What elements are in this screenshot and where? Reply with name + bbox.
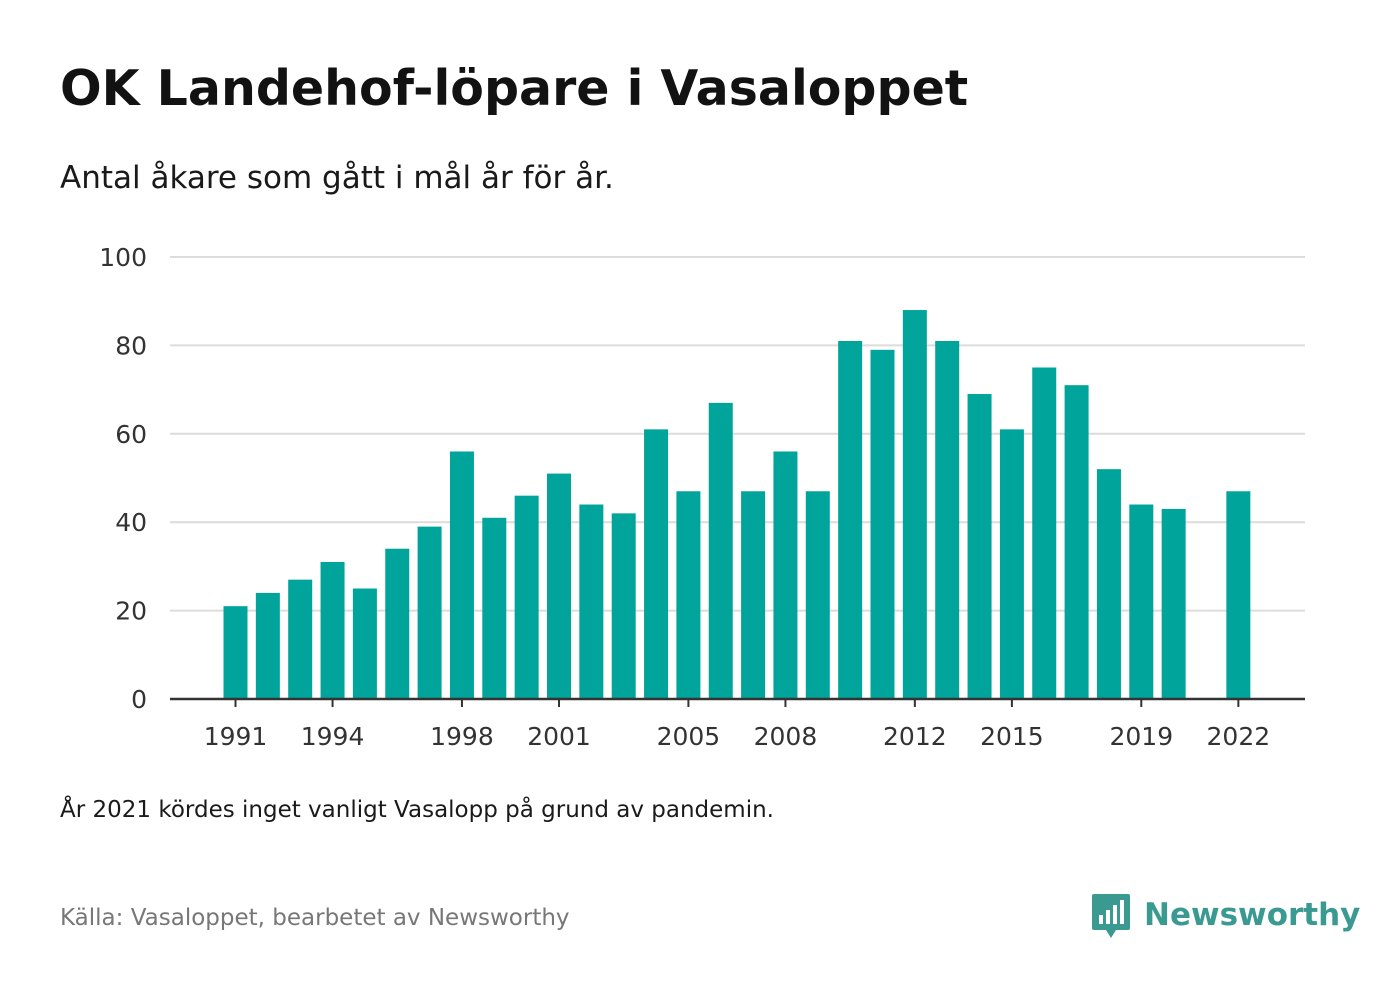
bar-2000 bbox=[514, 495, 539, 699]
bar-2002 bbox=[579, 504, 604, 699]
bar-2022 bbox=[1226, 491, 1251, 699]
bar-2008 bbox=[773, 451, 798, 699]
bar-1997 bbox=[417, 526, 442, 699]
bar-1995 bbox=[352, 588, 377, 699]
bar-2005 bbox=[676, 491, 701, 699]
x-tick-label: 1994 bbox=[301, 722, 365, 751]
chart-title: OK Landehof-löpare i Vasaloppet bbox=[60, 60, 969, 117]
bar-1994 bbox=[320, 561, 345, 699]
bar-2007 bbox=[741, 491, 766, 699]
bar-2004 bbox=[644, 429, 669, 699]
bar-2017 bbox=[1064, 385, 1089, 699]
bar-2006 bbox=[708, 402, 733, 699]
x-tick-label: 2001 bbox=[527, 722, 591, 751]
bar-2013 bbox=[935, 340, 960, 699]
brand-name: Newsworthy bbox=[1144, 897, 1361, 933]
bar-2010 bbox=[838, 340, 863, 699]
bar-1993 bbox=[288, 579, 313, 699]
bar-2001 bbox=[547, 473, 571, 699]
x-tick-label: 1998 bbox=[430, 722, 494, 751]
x-tick-label: 2008 bbox=[754, 722, 818, 751]
y-tick-label: 40 bbox=[115, 508, 147, 537]
x-tick-label: 2005 bbox=[657, 722, 721, 751]
y-tick-label: 100 bbox=[99, 243, 147, 272]
footnote: År 2021 kördes inget vanligt Vasalopp på… bbox=[60, 797, 774, 823]
bar-1992 bbox=[255, 592, 280, 699]
bar-2011 bbox=[870, 349, 895, 699]
bar-1998 bbox=[449, 451, 474, 699]
source-credit: Källa: Vasaloppet, bearbetet av Newswort… bbox=[60, 905, 570, 931]
y-tick-label: 20 bbox=[115, 597, 147, 626]
bar-chart: 0 20 40 60 80 100 1991 1994 1998 2001 2005 2008 2012… bbox=[99, 243, 1305, 751]
chart-subtitle: Antal åkare som gått i mål år för år. bbox=[60, 160, 614, 196]
bar-2016 bbox=[1032, 367, 1057, 699]
bar-1999 bbox=[482, 517, 507, 699]
brand-logo: Newsworthy bbox=[1090, 890, 1360, 940]
bar-2012 bbox=[902, 310, 927, 699]
x-tick-label: 2019 bbox=[1109, 722, 1173, 751]
bar-2009 bbox=[805, 491, 830, 699]
y-tick-label: 80 bbox=[115, 331, 147, 360]
x-tick-label: 2012 bbox=[883, 722, 947, 751]
bar-2019 bbox=[1129, 504, 1154, 699]
bar-2014 bbox=[967, 394, 992, 699]
newsworthy-logo-icon bbox=[1092, 894, 1130, 938]
y-tick-label: 0 bbox=[131, 685, 147, 714]
y-tick-label: 60 bbox=[115, 420, 147, 449]
x-tick-label: 1991 bbox=[204, 722, 268, 751]
x-tick-label: 2015 bbox=[980, 722, 1044, 751]
bar-2015 bbox=[999, 429, 1024, 699]
bar-2020 bbox=[1161, 508, 1186, 699]
bar-2003 bbox=[611, 513, 636, 699]
bar-1996 bbox=[385, 548, 410, 699]
x-tick-label: 2022 bbox=[1207, 722, 1271, 751]
bar-1991 bbox=[223, 606, 248, 699]
bar-2018 bbox=[1096, 469, 1121, 699]
